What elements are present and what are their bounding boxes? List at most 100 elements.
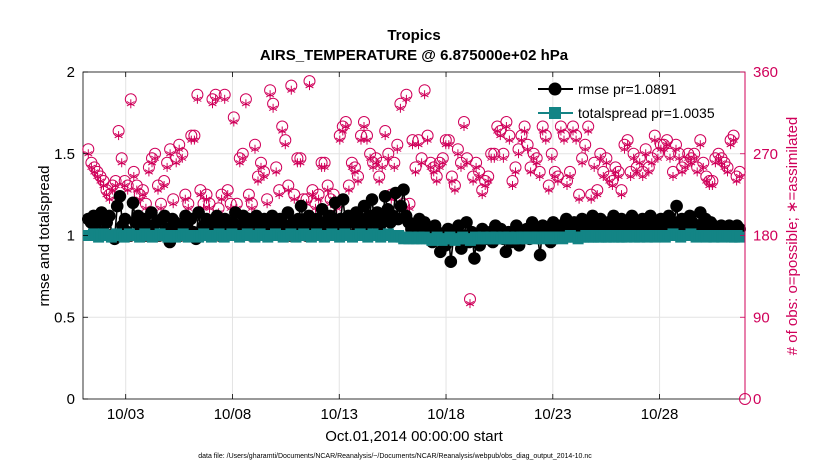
obs-assimilated-point [429,167,438,177]
y-axis-label-right: # of obs: o=possible; ∗=assimilated [784,117,801,356]
obs-assimilated-point [196,190,205,200]
obs-assimilated-point [541,135,550,145]
obs-assimilated-point [202,194,211,204]
legend-totalspread-label: totalspread pr=1.0035 [578,105,715,121]
y-tick-label-right: 90 [753,309,770,326]
obs-assimilated-point [308,190,317,200]
obs-assimilated-point [359,122,369,131]
rmse-point [281,206,295,219]
obs-assimilated-point [362,135,372,145]
legend-totalspread-marker [549,107,561,119]
obs-assimilated-point [723,167,732,177]
obs-assimilated-point [123,185,132,195]
obs-assimilated-point [272,167,281,177]
obs-assimilated-point [735,172,744,181]
obs-assimilated-point [587,194,596,204]
rmse-point [468,252,481,265]
rmse-point [397,183,410,196]
obs-assimilated-point [641,149,650,159]
rmse-point [499,245,513,259]
obs-assimilated-point [574,194,584,204]
obs-assimilated-point [668,172,678,181]
rmse-point [294,199,308,213]
obs-assimilated-point [190,135,199,145]
obs-assimilated-point [420,90,429,100]
obs-assimilated-point [602,158,611,168]
obs-assimilated-point [393,144,402,154]
obs-assimilated-point [296,158,305,168]
obs-assimilated-point [593,190,602,200]
obs-assimilated-point [153,185,163,195]
obs-assimilated-point [647,158,656,168]
obs-assimilated-point [350,167,360,177]
obs-assimilated-point [508,181,517,190]
obs-assimilated-point [571,135,581,145]
obs-assimilated-point [632,167,641,177]
obs-assimilated-point [138,190,148,200]
rmse-point [378,190,392,203]
obs-assimilated-point [165,149,175,159]
legend-rmse-marker [548,82,562,96]
obs-assimilated-point [696,140,705,150]
y-tick-label-right: 270 [753,146,778,163]
obs-assimilated-point [238,153,247,163]
obs-assimilated-point [414,140,423,150]
obs-assimilated-point [599,172,608,181]
series-layer [82,75,751,405]
obs-assimilated-point [465,299,475,309]
y-tick-label: 0.5 [54,309,75,326]
rmse-point [145,206,158,219]
obs-assimilated-point [447,176,457,186]
rmse-point [336,193,350,206]
legend-rmse-label: rmse pr=1.0891 [578,81,677,97]
chart-title: Tropics [387,27,440,44]
obs-assimilated-point [341,122,350,131]
obs-assimilated-point [344,185,354,195]
rmse-point [670,199,683,213]
obs-assimilated-point [671,144,681,154]
obs-assimilated-point [614,172,623,181]
y-tick-label: 2 [67,64,75,81]
obs-assimilated-point [471,162,481,172]
rmse-point [110,199,124,213]
obs-assimilated-point [499,153,508,163]
obs-assimilated-point [626,172,635,181]
obs-assimilated-point [378,162,387,172]
rmse-point [460,216,473,229]
obs-assimilated-point [438,158,447,168]
obs-assimilated-point [511,167,520,177]
obs-assimilated-point [417,158,426,168]
obs-assimilated-point [690,153,699,163]
obs-assimilated-point [162,162,172,172]
data-file-footer: data file: /Users/gharamti/Documents/NCA… [198,453,592,460]
obs-assimilated-point [132,185,141,195]
obs-assimilated-point [117,158,126,168]
rmse-point [444,255,458,268]
y-tick-label: 1.5 [54,146,75,163]
obs-assimilated-point [220,94,229,104]
obs-assimilated-point [502,122,511,131]
obs-assimilated-point [635,158,644,168]
chart-subtitle: AIRS_TEMPERATURE @ 6.875000e+02 hPa [260,47,569,64]
obs-assimilated-point [314,194,323,204]
obs-assimilated-point [262,199,272,209]
obs-assimilated-point [402,94,411,104]
obs-assimilated-point [517,135,526,145]
obs-assimilated-point [432,176,441,186]
obs-assimilated-point [250,144,260,154]
obs-assimilated-point [520,126,529,136]
obs-assimilated-point [468,176,478,186]
rmse-point [323,209,337,223]
y-tick-label: 0 [67,391,75,408]
obs-assimilated-point [290,194,299,204]
obs-assimilated-point [496,131,505,141]
obs-assimilated-point [335,135,344,145]
obs-assimilated-point [211,94,220,104]
obs-assimilated-point [514,149,523,159]
totalspread-point [734,231,746,243]
obs-assimilated-point [680,162,690,172]
obs-assimilated-point [259,172,269,181]
obs-assimilated-point [523,144,532,154]
obs-assimilated-point [390,162,399,172]
obs-assimilated-point [84,149,93,159]
